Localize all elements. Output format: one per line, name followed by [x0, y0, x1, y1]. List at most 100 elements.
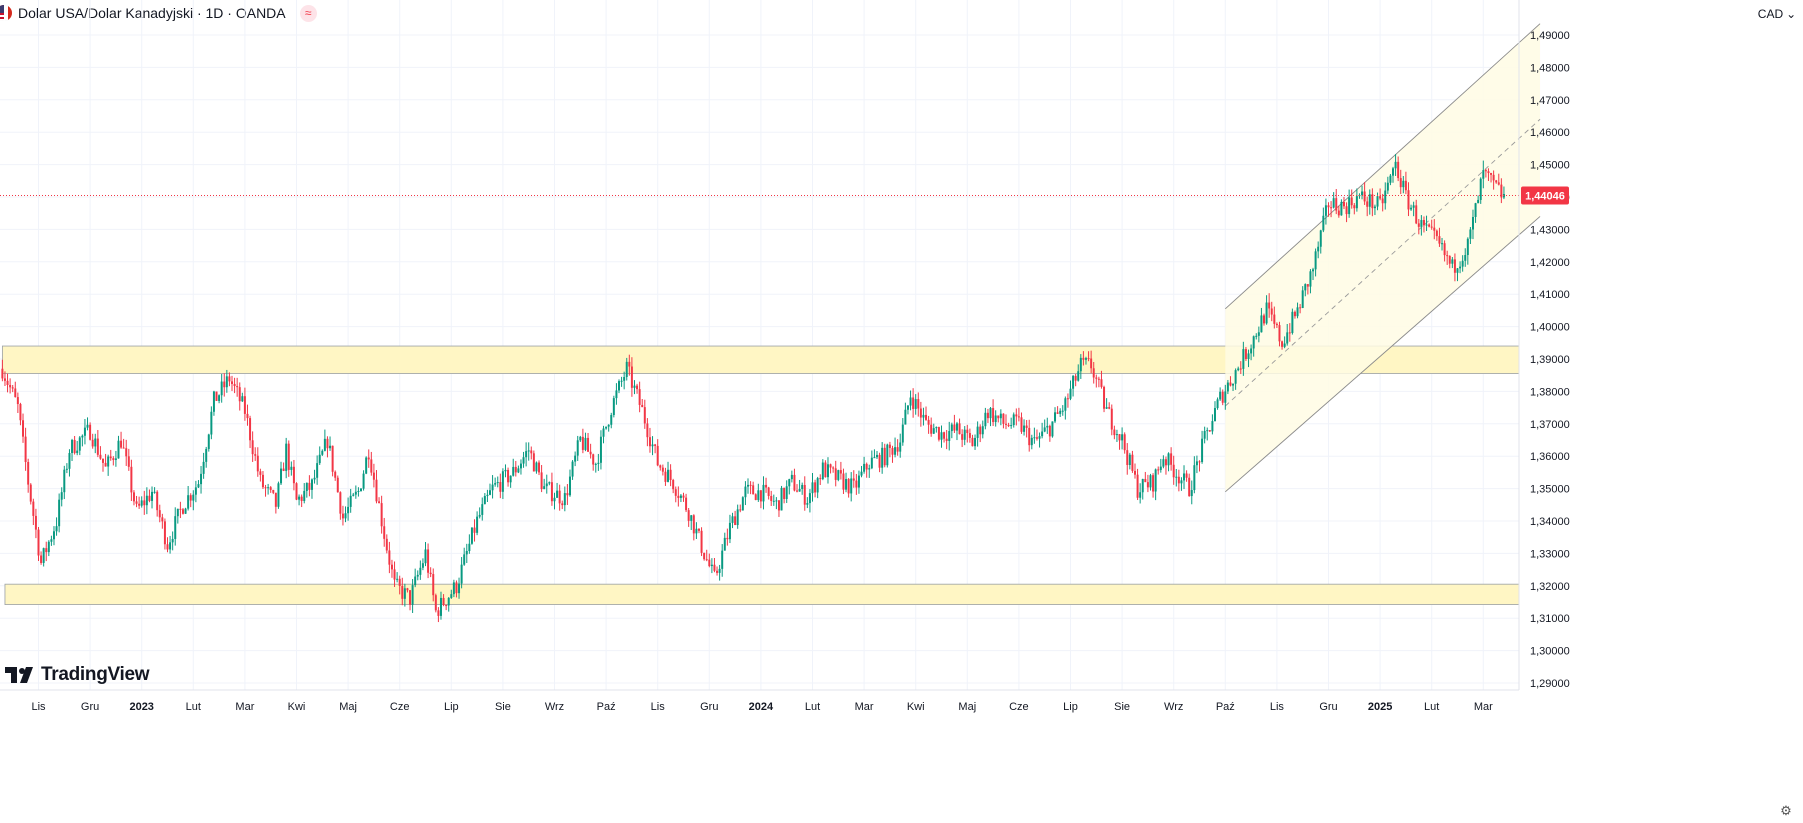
- candle-body: [1033, 437, 1036, 439]
- candle-body: [868, 468, 871, 470]
- candle-body: [437, 610, 440, 616]
- candle-body: [909, 397, 912, 406]
- candle-body: [937, 427, 940, 440]
- candle-body: [3, 378, 6, 381]
- candle-body: [189, 495, 192, 501]
- candle-body: [1043, 427, 1046, 432]
- candle-body: [1128, 454, 1131, 465]
- candle-body: [1433, 227, 1436, 231]
- candle-body: [1471, 216, 1474, 230]
- candle-body: [1123, 434, 1126, 451]
- candle-body: [535, 462, 538, 472]
- candle-body: [553, 497, 556, 502]
- candle-body: [316, 463, 319, 478]
- candle-body: [1363, 191, 1366, 202]
- candle-body: [863, 463, 866, 472]
- candle-body: [166, 544, 169, 550]
- candle-body: [16, 397, 19, 405]
- candle-body: [483, 496, 486, 505]
- tradingview-logo[interactable]: TradingView: [5, 664, 150, 686]
- symbol-title[interactable]: Dolar USA/Dolar Kanadyjski · 1D · OANDA: [18, 5, 286, 21]
- candle-body: [1376, 196, 1379, 207]
- candle-body: [808, 493, 811, 504]
- candle-body: [1167, 453, 1170, 466]
- candle-body: [525, 451, 528, 458]
- candle-body: [759, 490, 762, 502]
- candle-body: [63, 469, 66, 493]
- candle-body: [1211, 421, 1214, 432]
- candle-body: [896, 447, 899, 452]
- candle-body: [135, 501, 138, 504]
- candle-body: [912, 397, 915, 409]
- candle-body: [550, 482, 553, 502]
- candle-body: [721, 550, 724, 569]
- candle-body: [1255, 335, 1258, 337]
- candle-body: [837, 470, 840, 480]
- candle-body: [955, 423, 958, 431]
- candle-body: [919, 408, 922, 418]
- candle-body: [989, 408, 992, 419]
- candle-body: [1270, 308, 1273, 315]
- candle-body: [648, 437, 651, 447]
- candle-body: [713, 564, 716, 571]
- candle-body: [187, 495, 190, 509]
- candle-body: [697, 528, 700, 531]
- candle-body: [651, 444, 654, 447]
- candle-body: [390, 564, 393, 570]
- candle-body: [1392, 168, 1394, 176]
- candle-body: [1288, 332, 1291, 334]
- candle-body: [783, 487, 786, 499]
- candle-body: [499, 482, 502, 492]
- candle-body: [109, 456, 112, 459]
- candle-body: [496, 482, 499, 484]
- candle-body: [138, 503, 141, 506]
- candle-body: [45, 548, 48, 553]
- candle-body: [194, 487, 197, 495]
- candle-body: [581, 436, 584, 450]
- candle-body: [1, 368, 4, 379]
- candle-body: [878, 454, 881, 468]
- candle-body: [765, 484, 768, 488]
- x-tick-label: Maj: [958, 701, 976, 713]
- candle-body: [1446, 255, 1449, 257]
- candle-body: [347, 506, 350, 514]
- candle-body: [1257, 332, 1260, 336]
- candle-body: [225, 376, 228, 388]
- candle-body: [1420, 220, 1423, 227]
- candle-body: [76, 450, 79, 454]
- candle-body: [148, 495, 151, 501]
- candle-body: [1172, 464, 1175, 478]
- candle-body: [282, 468, 285, 471]
- candle-body: [473, 527, 476, 533]
- candle-body: [574, 455, 577, 462]
- candle-body: [566, 493, 569, 496]
- candle-body: [421, 563, 424, 568]
- candle-body: [1198, 461, 1201, 463]
- gear-icon[interactable]: ⚙: [1780, 803, 1792, 818]
- candle-body: [313, 477, 316, 480]
- candle-body: [507, 469, 510, 483]
- candle-body: [1260, 315, 1263, 333]
- candle-body: [9, 384, 12, 388]
- candle-body: [703, 552, 706, 560]
- currency-selector[interactable]: CAD ⌄: [1754, 4, 1800, 24]
- candle-body: [1195, 461, 1198, 466]
- candle-body: [411, 585, 414, 605]
- candle-body: [1263, 315, 1265, 324]
- candle-body: [708, 559, 711, 567]
- candle-body: [94, 438, 97, 447]
- candle-body: [881, 447, 884, 468]
- candle-body: [463, 554, 466, 565]
- wave-icon[interactable]: ≈: [299, 4, 317, 22]
- candle-body: [558, 490, 561, 504]
- candle-body: [726, 537, 729, 540]
- candle-body: [801, 484, 804, 489]
- candle-body: [922, 414, 925, 418]
- candle-body: [927, 419, 930, 425]
- candle-body: [1219, 391, 1222, 400]
- y-tick-label: 1,30000: [1530, 646, 1570, 658]
- candle-body: [1428, 224, 1431, 227]
- channel-lower-line: [1225, 216, 1541, 493]
- y-tick-label: 1,41000: [1530, 289, 1570, 301]
